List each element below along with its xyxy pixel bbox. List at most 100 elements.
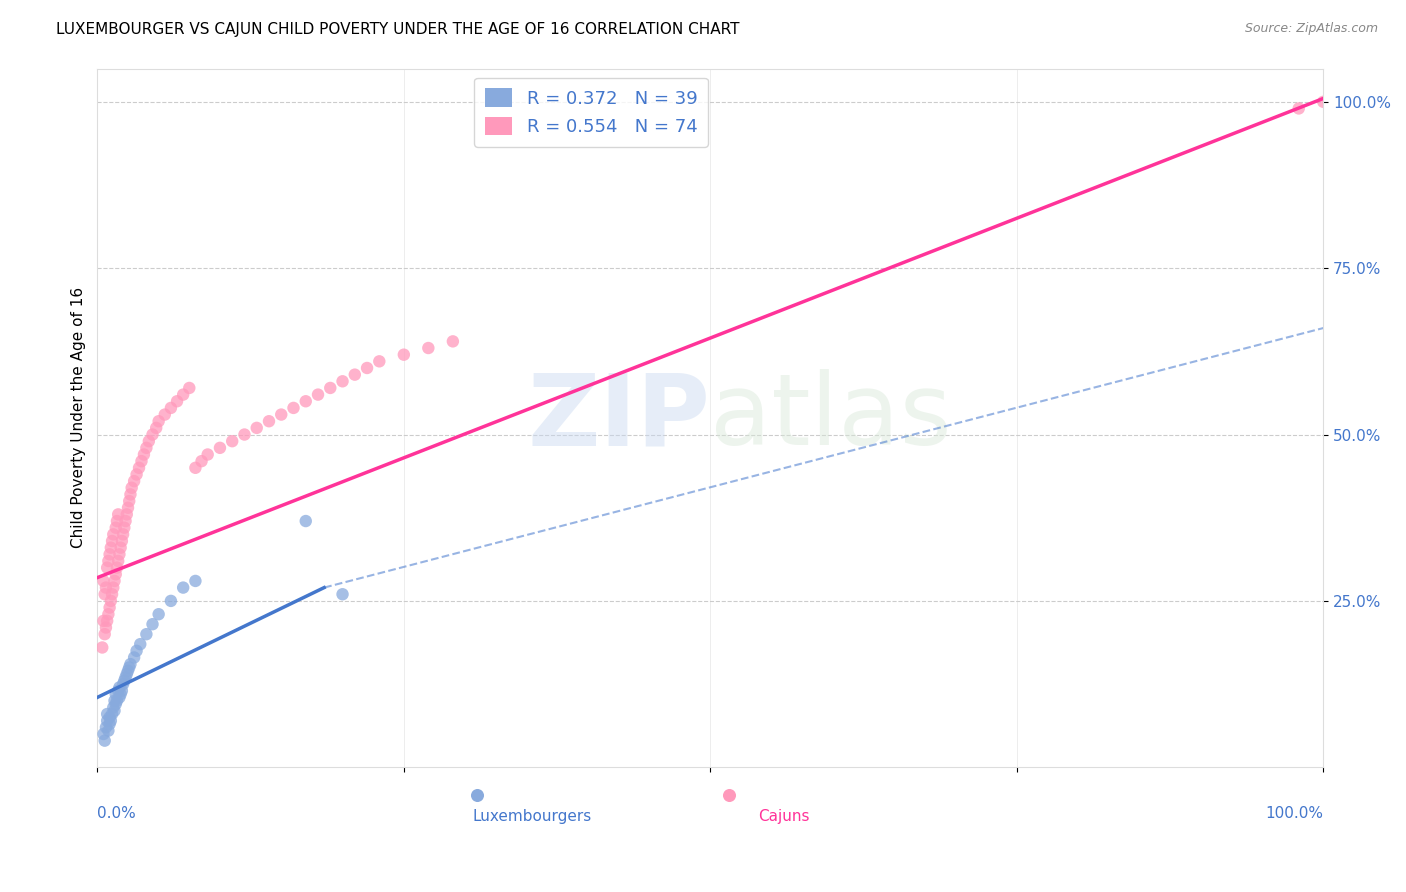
Point (179, 381, 201, 395)
Point (96, 706, 118, 721)
Point (184, 460, 207, 475)
Point (100, 714, 122, 728)
Point (307, 387, 329, 401)
Point (112, 521, 135, 535)
Point (104, 687, 127, 701)
Text: Luxembourgers: Luxembourgers (472, 809, 592, 824)
Text: atlas: atlas (710, 369, 952, 467)
Point (93, 574, 115, 588)
Point (122, 650, 145, 665)
Point (138, 434, 160, 449)
Point (441, 334, 464, 349)
Point (1312, 95, 1334, 109)
Point (283, 401, 305, 415)
Point (125, 467, 148, 482)
Text: LUXEMBOURGER VS CAJUN CHILD POVERTY UNDER THE AGE OF 16 CORRELATION CHART: LUXEMBOURGER VS CAJUN CHILD POVERTY UNDE… (56, 22, 740, 37)
Point (368, 354, 391, 368)
Point (110, 687, 132, 701)
Point (118, 494, 141, 508)
Point (208, 441, 231, 455)
Point (343, 368, 366, 382)
Point (96, 714, 118, 728)
Point (120, 657, 142, 672)
Point (93, 727, 115, 741)
Point (132, 448, 155, 462)
Point (257, 414, 280, 428)
Point (153, 408, 176, 422)
Point (190, 454, 212, 468)
Point (131, 454, 153, 468)
Point (107, 554, 129, 568)
Point (117, 664, 139, 678)
Point (100, 594, 122, 608)
Point (96, 614, 118, 628)
Point (112, 677, 135, 691)
Point (717, 787, 740, 801)
Point (120, 487, 142, 501)
Point (135, 627, 157, 641)
Legend: R = 0.372   N = 39, R = 0.554   N = 74: R = 0.372 N = 39, R = 0.554 N = 74 (474, 78, 709, 147)
Point (114, 514, 136, 528)
Point (115, 667, 138, 681)
Point (108, 547, 131, 561)
Point (332, 374, 354, 388)
Point (128, 460, 150, 475)
Point (101, 587, 124, 601)
Text: Source: ZipAtlas.com: Source: ZipAtlas.com (1244, 22, 1378, 36)
Point (160, 594, 183, 608)
Point (1288, 102, 1310, 116)
Point (98, 717, 121, 731)
Point (172, 387, 194, 401)
Point (101, 706, 124, 721)
Point (197, 448, 219, 462)
Y-axis label: Child Poverty Under the Age of 16: Child Poverty Under the Age of 16 (72, 287, 86, 549)
Point (97, 554, 120, 568)
Point (91, 640, 114, 655)
Point (104, 521, 127, 535)
Point (93, 627, 115, 641)
Point (103, 581, 125, 595)
Point (105, 514, 128, 528)
Point (103, 704, 125, 718)
Point (145, 421, 167, 435)
Point (114, 670, 136, 684)
Point (103, 527, 125, 541)
Point (184, 574, 207, 588)
Text: 0.0%: 0.0% (97, 805, 136, 821)
Point (118, 660, 141, 674)
Point (104, 697, 127, 711)
Point (160, 401, 183, 415)
Point (97, 607, 120, 622)
Point (93, 614, 115, 628)
Point (356, 361, 378, 376)
Point (122, 474, 145, 488)
Point (148, 607, 170, 622)
Point (96, 560, 118, 574)
Point (103, 694, 125, 708)
Point (166, 394, 188, 409)
Point (105, 694, 128, 708)
Text: ZIP: ZIP (527, 369, 710, 467)
Point (104, 567, 127, 582)
Point (107, 508, 129, 522)
Point (117, 500, 139, 515)
Point (129, 637, 152, 651)
Point (108, 681, 131, 695)
Point (270, 408, 292, 422)
Point (98, 600, 121, 615)
Point (148, 414, 170, 428)
Text: Cajuns: Cajuns (758, 809, 810, 824)
Point (332, 587, 354, 601)
Point (97, 723, 120, 738)
Point (94, 581, 117, 595)
Point (110, 541, 132, 555)
Point (111, 534, 134, 549)
Point (319, 381, 342, 395)
Point (135, 441, 157, 455)
Point (221, 434, 243, 449)
Text: 100.0%: 100.0% (1265, 805, 1323, 821)
Point (100, 541, 122, 555)
Point (101, 534, 124, 549)
Point (94, 620, 117, 634)
Point (294, 514, 316, 528)
